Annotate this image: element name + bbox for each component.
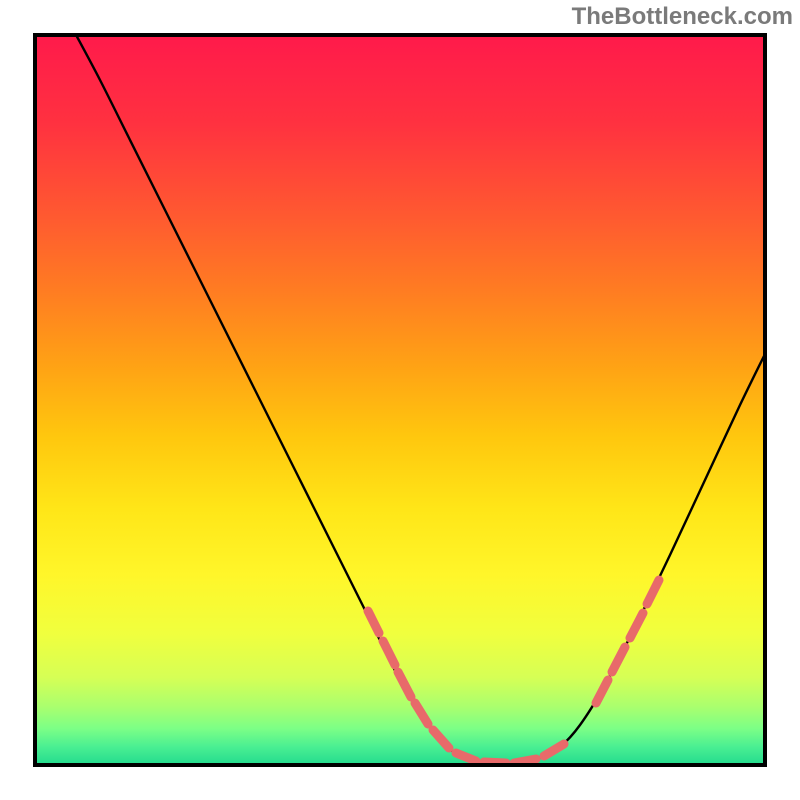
highlight-dash (514, 759, 536, 763)
highlight-dash (484, 762, 506, 763)
bottleneck-chart (0, 0, 800, 800)
chart-background-gradient (35, 35, 765, 765)
watermark-text: TheBottleneck.com (572, 3, 793, 31)
